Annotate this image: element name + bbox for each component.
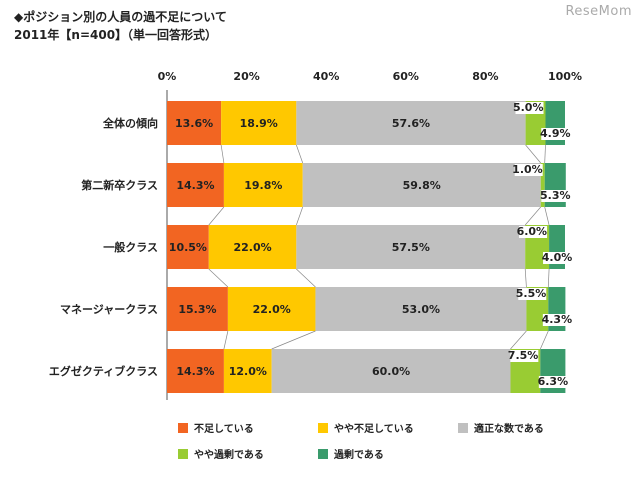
bar-segment (167, 287, 228, 331)
x-tick-label: 20% (233, 70, 259, 83)
connector-line (547, 268, 550, 288)
connector-line (223, 330, 229, 350)
connector-line (296, 144, 304, 164)
bar-segment (271, 349, 511, 393)
bar-segment (223, 349, 272, 393)
data-label: 4.9% (540, 127, 571, 140)
bar-segment (296, 101, 526, 145)
resemom-logo: ReseMom (565, 4, 632, 19)
legend-label: 過剰である (333, 448, 384, 461)
data-label-bg (519, 226, 548, 238)
legend-swatch (318, 423, 328, 433)
connector-line (544, 206, 550, 226)
connector-line (524, 206, 541, 226)
bar-segment (302, 163, 541, 207)
legend-swatch (178, 423, 188, 433)
legend-swatch (458, 423, 468, 433)
data-label: 57.5% (392, 241, 430, 254)
data-label: 5.5% (516, 287, 547, 300)
bar-segment (315, 287, 527, 331)
bar-segment (167, 225, 209, 269)
data-label: 4.0% (542, 251, 573, 264)
connector-line (510, 330, 527, 350)
category-label: 一般クラス (103, 240, 158, 254)
connector-line (271, 330, 316, 350)
data-label-bg (514, 164, 543, 176)
data-label: 13.6% (175, 117, 213, 130)
x-tick-label: 0% (158, 70, 177, 83)
category-label: 第二新卒クラス (81, 178, 158, 192)
connector-line (524, 268, 527, 288)
data-label: 15.3% (178, 303, 216, 316)
data-label: 5.0% (513, 101, 544, 114)
bar-segment (540, 163, 545, 207)
data-label: 6.3% (538, 375, 569, 388)
x-tick-label: 60% (393, 70, 419, 83)
data-label: 22.0% (233, 241, 271, 254)
legend-label: やや過剰である (194, 448, 264, 461)
data-label: 6.0% (517, 225, 548, 238)
data-label-bg (542, 314, 571, 326)
bar-segment (223, 163, 303, 207)
x-tick-label: 80% (472, 70, 498, 83)
bar-segment (227, 287, 316, 331)
data-label: 59.8% (403, 179, 441, 192)
bar-segment (167, 163, 224, 207)
data-label: 19.8% (244, 179, 282, 192)
data-label: 5.3% (540, 189, 571, 202)
data-label: 1.0% (512, 163, 543, 176)
legend-label: 不足している (194, 423, 254, 435)
data-label: 60.0% (372, 365, 410, 378)
data-label: 10.5% (169, 241, 207, 254)
x-tick-label: 40% (313, 70, 339, 83)
chart-subtitle: 2011年【n=400】（単一回答形式） (14, 28, 218, 42)
data-label-bg (515, 102, 544, 114)
data-label-bg (510, 350, 539, 362)
data-label: 53.0% (402, 303, 440, 316)
bar-segment (167, 101, 222, 145)
category-label: 全体の傾向 (102, 116, 158, 130)
connector-line (296, 268, 316, 288)
data-label-bg (543, 252, 572, 264)
data-label: 12.0% (229, 365, 267, 378)
connector-line (540, 330, 549, 350)
legend-swatch (178, 449, 188, 459)
data-label: 4.3% (542, 313, 573, 326)
data-label-bg (518, 288, 547, 300)
data-label: 22.0% (253, 303, 291, 316)
connector-line (544, 144, 546, 164)
data-label: 18.9% (240, 117, 278, 130)
data-label-bg (541, 128, 570, 140)
connector-line (525, 144, 541, 164)
data-label: 14.3% (176, 365, 214, 378)
connector-line (220, 144, 225, 164)
data-label: 7.5% (508, 349, 539, 362)
connector-line (208, 268, 229, 288)
bar-segment (208, 225, 297, 269)
connector-line (208, 206, 225, 226)
bar-segment (221, 101, 297, 145)
bar-segment (296, 225, 526, 269)
bar-segment (167, 349, 224, 393)
x-tick-label: 100% (548, 70, 582, 83)
data-label-bg (538, 376, 567, 388)
legend-label: やや不足している (334, 423, 414, 435)
chart-title: ◆ポジション別の人員の過不足について (14, 10, 227, 24)
data-label: 14.3% (176, 179, 214, 192)
data-label-bg (541, 190, 570, 202)
legend-swatch (318, 449, 328, 459)
legend-label: 適正な数である (474, 422, 544, 435)
data-label: 57.6% (392, 117, 430, 130)
category-label: エグゼクティブクラス (49, 364, 158, 378)
category-label: マネージャークラス (60, 303, 158, 316)
connector-line (296, 206, 304, 226)
